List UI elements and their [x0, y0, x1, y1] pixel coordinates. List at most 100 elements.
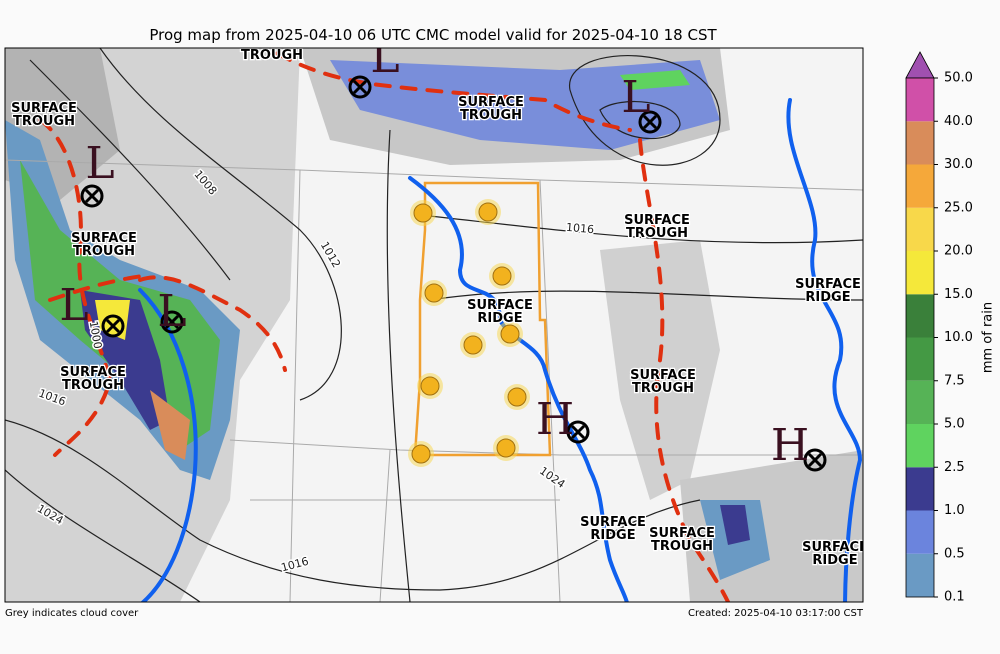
feature-label: SURFACE [71, 231, 137, 246]
marker-cross [570, 424, 586, 440]
center-marker [638, 110, 662, 134]
map: 10081012101610161024102410161000LLLLLHHS… [4, 32, 868, 603]
sun-icon [460, 332, 486, 358]
center-marker [80, 184, 104, 208]
sun-core [463, 335, 483, 355]
feature-label: TROUGH [460, 108, 522, 123]
feature-label: RIDGE [590, 528, 635, 543]
feature-label: SURFACE [649, 526, 715, 541]
colorbar-tick-label: 2.5 [944, 460, 965, 475]
weather-icons [80, 75, 827, 472]
feature-label: TROUGH [651, 539, 713, 554]
colorbar-band [906, 294, 934, 338]
feature-label: SURFACE [795, 277, 861, 292]
colorbar-tick-label: 20.0 [944, 244, 973, 259]
marker-cross [807, 452, 823, 468]
pressure-center: H [771, 420, 809, 471]
feature-label: SURFACE [630, 368, 696, 383]
sun-core [420, 376, 440, 396]
feature-label: SURFACE [458, 95, 524, 110]
sun-icon [504, 384, 530, 410]
marker-ring [566, 420, 590, 444]
feature-label: SURFACE [802, 540, 868, 555]
footer-note: Grey indicates cloud cover [5, 608, 139, 619]
feature-label: SURFACE [60, 365, 126, 380]
feature-label: TROUGH [626, 226, 688, 241]
feature-label: SURFACE [239, 35, 305, 50]
feature-label: SURFACE [580, 515, 646, 530]
map-frame [4, 47, 864, 603]
sun-icon [417, 373, 443, 399]
center-marker [101, 314, 125, 338]
feature-label: RIDGE [812, 553, 857, 568]
center-marker [803, 448, 827, 472]
colorbar-tick-label: 40.0 [944, 114, 973, 129]
marker-cross [642, 114, 658, 130]
sun-core [413, 203, 433, 223]
sun-icon [408, 441, 434, 467]
pressure-center: L [85, 138, 114, 189]
sun-icon [493, 435, 519, 461]
sun-icon [489, 263, 515, 289]
marker-ring [348, 75, 372, 99]
sun-core [492, 266, 512, 286]
sun-core [500, 324, 520, 344]
pressure-center: H [536, 394, 574, 445]
borders [5, 159, 863, 602]
marker-ring [638, 110, 662, 134]
colorbar-tick-label: 25.0 [944, 200, 973, 215]
colorbar-band [906, 337, 934, 381]
pressure-center: L [157, 286, 186, 337]
contour-label: 1016 [566, 221, 595, 236]
colorbar-band [906, 467, 934, 511]
feature-label: TROUGH [241, 48, 303, 63]
sun-icon [497, 321, 523, 347]
pressure-center: L [621, 72, 650, 123]
feature-label: RIDGE [477, 311, 522, 326]
feature-label: TROUGH [13, 114, 75, 129]
center-marker [566, 420, 590, 444]
sun-core [478, 202, 498, 222]
troughs [38, 48, 731, 602]
marker-ring [803, 448, 827, 472]
colorbar-tick-label: 15.0 [944, 287, 973, 302]
feature-label: TROUGH [73, 244, 135, 259]
pressure-center: L [370, 32, 399, 83]
colorbar-tick-label: 7.5 [944, 373, 965, 388]
feature-label: SURFACE [467, 298, 533, 313]
marker-cross [84, 188, 100, 204]
sun-icon [475, 199, 501, 225]
sun-core [507, 387, 527, 407]
sun-icon [421, 280, 447, 306]
colorbar-band [906, 207, 934, 251]
feature-label: TROUGH [62, 378, 124, 393]
feature-label: TROUGH [632, 381, 694, 396]
colorbar-label: mm of rain [981, 302, 996, 373]
marker-cross [164, 314, 180, 330]
center-marker [348, 75, 372, 99]
colorbar-band [906, 164, 934, 208]
precipitation [5, 60, 770, 580]
colorbar-band [906, 380, 934, 424]
forecast-area [413, 181, 552, 457]
marker-ring [160, 310, 184, 334]
pressure-center: L [59, 280, 88, 331]
colorbar-band [906, 553, 934, 597]
colorbar-band [906, 251, 934, 295]
marker-cross [352, 79, 368, 95]
colorbar-tick-label: 1.0 [944, 503, 965, 518]
colorbar-band [906, 121, 934, 165]
colorbar-tick-label: 0.1 [944, 590, 965, 605]
map-layers: 10081012101610161024102410161000LLLLLHHS… [5, 32, 868, 602]
colorbar-tick-label: 0.5 [944, 546, 965, 561]
feature-label: SURFACE [624, 213, 690, 228]
marker-ring [101, 314, 125, 338]
feature-label: SURFACE [11, 101, 77, 116]
marker-ring [80, 184, 104, 208]
colorbar-tick-label: 50.0 [944, 71, 973, 86]
colorbar-tick-label: 10.0 [944, 330, 973, 345]
colorbar-tick-label: 5.0 [944, 417, 965, 432]
feature-label: RIDGE [805, 290, 850, 305]
colorbar: 0.1 0.5 1.0 2.5 5.0 7.5 10.0 15.0 20.0 25.0 30.0 40… [905, 51, 996, 605]
